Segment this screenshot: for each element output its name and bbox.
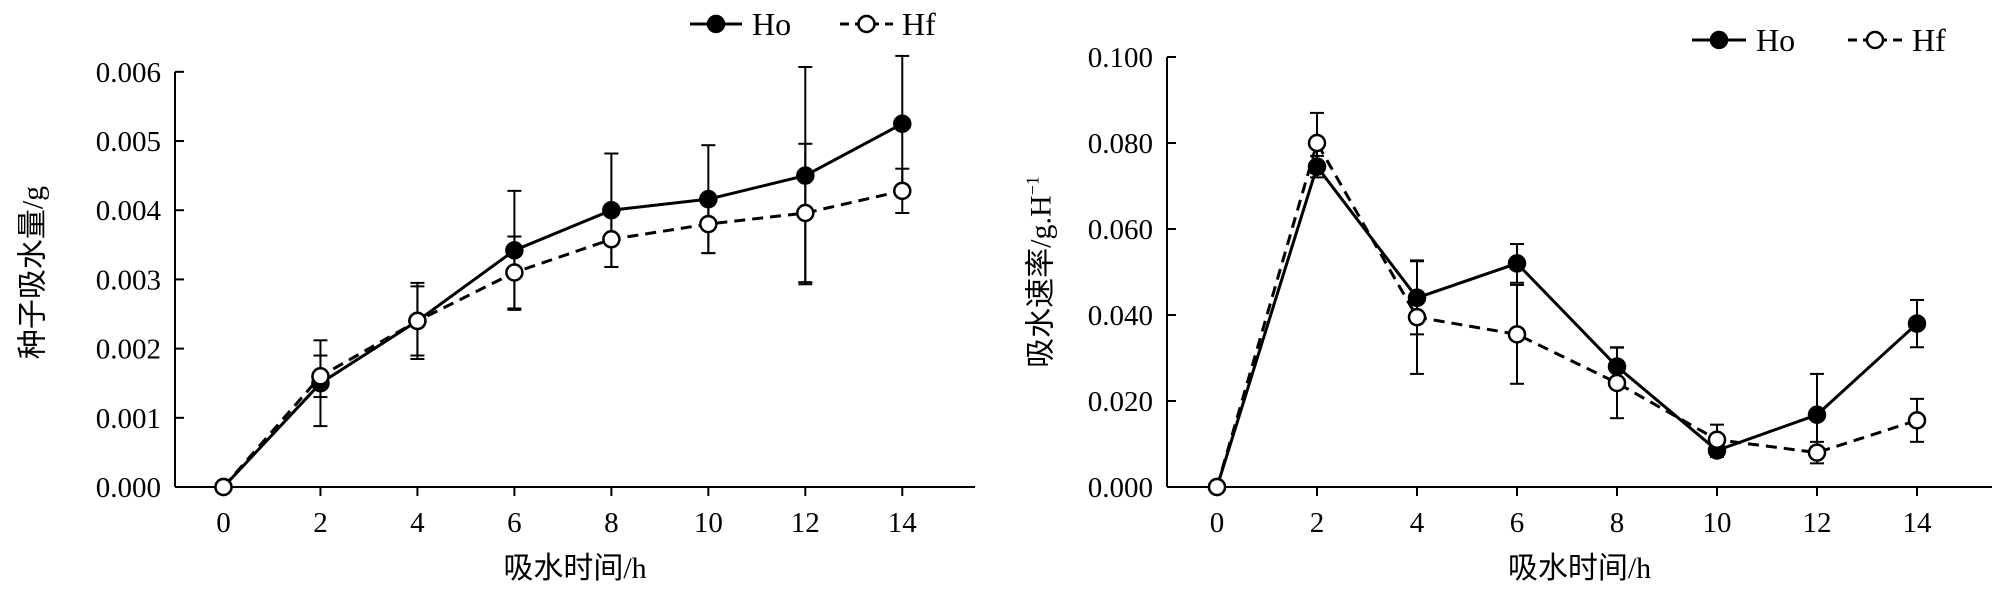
series-line (222, 189, 903, 488)
x-tick-label: 14 (888, 507, 918, 539)
legend-marker (857, 14, 876, 34)
x-axis-title: 吸水时间/h (1508, 552, 1651, 585)
legend-marker (1865, 30, 1885, 50)
data-point (1307, 133, 1327, 153)
x-tick-label: 8 (1610, 507, 1625, 539)
y-axis-title: 种子吸水量/g (17, 186, 50, 359)
x-tick-label: 12 (1803, 507, 1832, 539)
data-point (1607, 373, 1627, 393)
data-point (1807, 405, 1827, 425)
legend-label: Ho (1756, 22, 1795, 58)
x-tick-label: 14 (1903, 507, 1933, 539)
y-tick-label: 0.002 (96, 334, 161, 366)
y-tick-label: 0.000 (96, 472, 161, 504)
y-tick-label: 0.005 (96, 126, 161, 158)
chart-2: 0.000 0.020 0.040 0.060 0.080 0.100 0 2 4 6 8 10 12 1… (1023, 22, 1992, 585)
data-point (505, 263, 524, 282)
data-point (893, 181, 912, 201)
y-axis-title: 吸水速率/g.H−1 (1023, 176, 1058, 368)
series-Hf (1207, 111, 1927, 497)
y-tick-label: 0.006 (96, 57, 161, 89)
y-tick-label: 0.060 (1088, 214, 1153, 246)
data-point (893, 114, 912, 133)
y-tick-label: 0.080 (1088, 128, 1153, 160)
data-point (602, 230, 621, 249)
x-tick-label: 4 (410, 507, 425, 539)
y-tick-label: 0.001 (96, 403, 161, 435)
x-tick-label: 8 (604, 507, 619, 539)
x-tick-label: 12 (791, 507, 820, 539)
series-line (222, 122, 903, 489)
data-point (699, 214, 718, 234)
x-tick-label: 0 (1210, 507, 1225, 539)
y-tick-label: 0.004 (96, 195, 162, 227)
data-point (214, 477, 233, 497)
legend-label: Hf (902, 6, 936, 42)
x-tick-label: 4 (1410, 507, 1425, 539)
y-tick-label: 0.020 (1088, 386, 1153, 418)
data-point (408, 311, 427, 331)
series-Hf (214, 142, 912, 497)
legend-marker (706, 14, 726, 34)
x-tick-label: 0 (216, 507, 231, 539)
legend-entry-Ho: Ho (690, 6, 791, 42)
x-tick-label: 2 (1310, 507, 1325, 539)
y-tick-label: 0.003 (96, 264, 161, 296)
series-line (1215, 163, 1919, 488)
legend-label: Hf (1912, 22, 1946, 58)
x-tick-label: 10 (1703, 507, 1732, 539)
data-point (1207, 477, 1227, 497)
legend-entry-Hf: Hf (1848, 22, 1946, 58)
legend-label: Ho (752, 6, 791, 42)
data-point (1507, 254, 1527, 273)
x-tick-label: 2 (313, 507, 328, 539)
data-point (796, 203, 815, 223)
y-axis-title-superscript: −1 (1023, 176, 1043, 195)
y-tick-label: 0.000 (1088, 472, 1153, 504)
data-point (1407, 307, 1427, 327)
legend-marker (1709, 30, 1729, 50)
data-point (311, 367, 330, 386)
y-tick-label: 0.100 (1088, 42, 1153, 74)
legend-entry-Ho: Ho (1692, 22, 1795, 58)
data-point (1907, 411, 1927, 430)
chart-1: 0.000 0.001 0.002 0.003 0.004 0.005 0.006 0 2 4 6 8… (17, 6, 975, 585)
legend-entry-Hf: Hf (840, 6, 936, 42)
x-axis-title: 吸水时间/h (503, 552, 646, 585)
data-point (1707, 430, 1727, 449)
x-tick-label: 6 (507, 507, 522, 539)
x-tick-label: 10 (694, 507, 723, 539)
y-tick-label: 0.040 (1088, 300, 1153, 332)
data-point (1507, 325, 1527, 344)
x-tick-label: 6 (1510, 507, 1525, 539)
data-point (1907, 314, 1927, 333)
data-point (1807, 443, 1827, 462)
